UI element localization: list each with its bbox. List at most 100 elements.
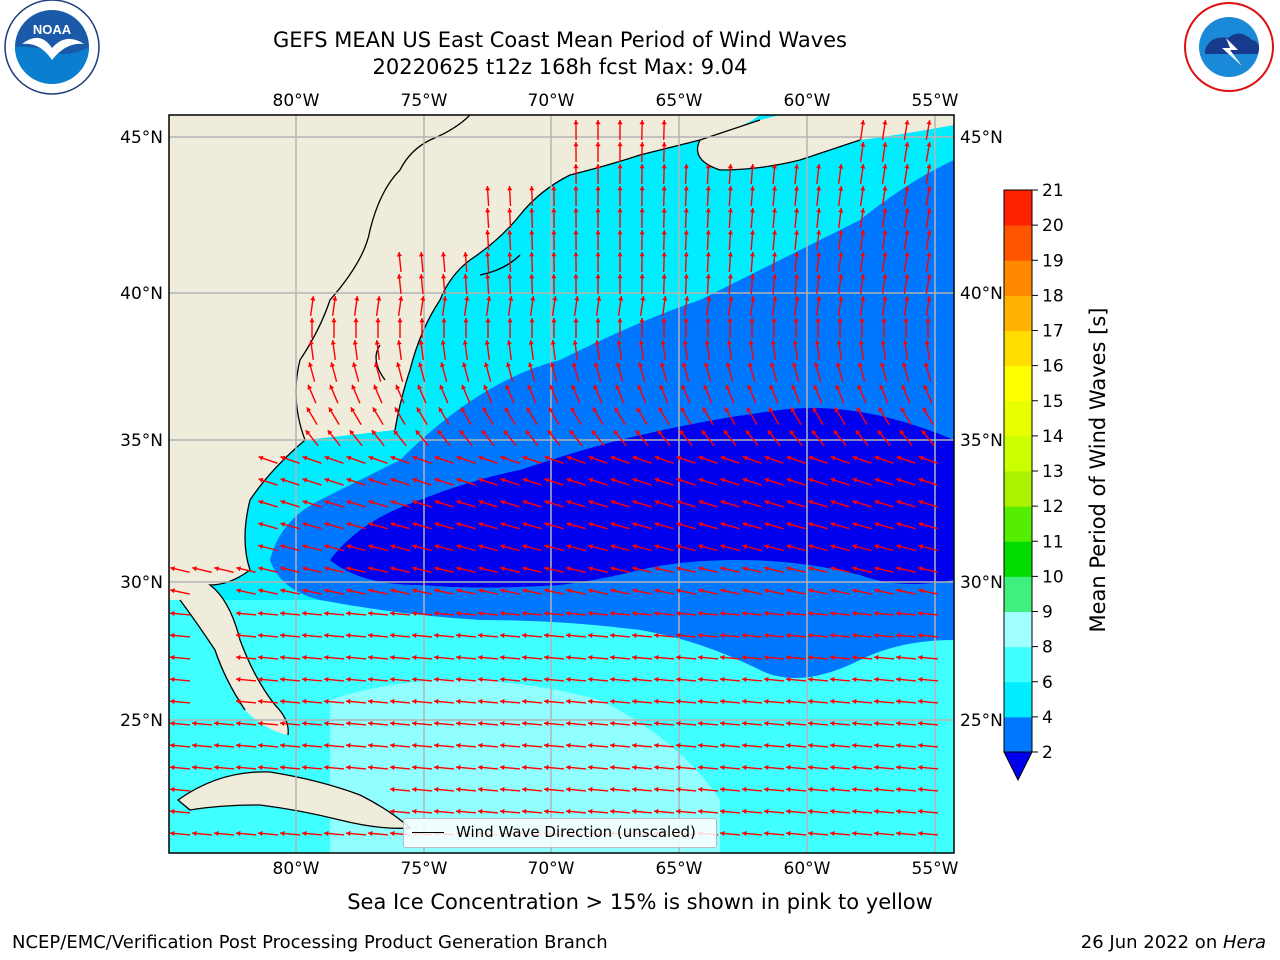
wind-arrow-head	[529, 230, 535, 235]
wind-arrow-head	[922, 407, 928, 413]
wind-arrow-head	[566, 676, 571, 683]
wind-arrow-head	[566, 522, 572, 527]
wind-arrow-head	[896, 522, 902, 527]
wind-arrow-head	[500, 808, 505, 815]
colorbar-tick-label: 10	[1042, 567, 1064, 587]
wind-arrow-head	[742, 742, 747, 749]
wind-arrow-head	[478, 522, 484, 527]
wind-arrow-head	[852, 830, 857, 837]
wind-arrow-head	[236, 588, 241, 594]
wind-arrow-head	[902, 362, 907, 368]
wind-arrow-head	[566, 654, 571, 661]
wind-arrow-head	[639, 252, 645, 257]
wind-arrow-head	[918, 610, 923, 617]
wind-arrow-head	[808, 830, 813, 837]
wind-arrow-head	[835, 384, 841, 390]
wind-arrow-head	[456, 544, 462, 550]
wind-arrow-head	[720, 499, 726, 505]
wind-arrow-head	[676, 676, 681, 683]
lat-labels-right: 45°N 40°N 35°N 30°N 25°N	[960, 128, 1003, 731]
lon-label-top: 65°W	[656, 91, 703, 111]
colorbar-tick-label: 11	[1042, 532, 1064, 552]
wind-arrow-head	[170, 742, 175, 749]
wind-arrow-head	[639, 208, 645, 213]
wind-arrow-head	[528, 362, 533, 368]
wind-arrow-head	[874, 676, 879, 683]
wind-arrow-head	[698, 455, 704, 461]
wind-arrow-head	[617, 230, 623, 235]
wind-arrow-head	[896, 742, 901, 749]
wind-arrow-head	[661, 252, 667, 257]
wind-arrow-head	[442, 296, 448, 301]
wind-arrow-head	[544, 676, 549, 683]
wind-arrow-head	[350, 407, 356, 413]
wind-arrow-head	[764, 698, 769, 705]
wind-arrow-head	[331, 318, 337, 323]
colorbar-segment	[1004, 646, 1032, 683]
wind-arrow-head	[170, 764, 175, 771]
wind-arrow-head	[632, 610, 637, 617]
wind-arrow-head	[808, 610, 813, 617]
wind-arrow-head	[610, 632, 615, 639]
wind-arrow-head	[544, 720, 549, 727]
wind-arrow-head	[440, 362, 445, 368]
wind-arrow-head	[683, 252, 689, 257]
colorbar-segment	[1004, 541, 1032, 577]
wind-arrow-head	[764, 654, 769, 661]
wind-arrow-head	[815, 318, 821, 323]
colorbar-tick-label: 13	[1042, 462, 1064, 482]
wind-arrow-head	[926, 208, 932, 213]
wind-arrow-head	[346, 610, 351, 617]
wind-arrow-head	[280, 632, 285, 639]
wind-arrow-head	[478, 455, 484, 461]
wind-arrow-head	[852, 698, 857, 705]
wind-arrow-head	[566, 499, 572, 505]
wind-arrow-head	[794, 296, 800, 301]
lat-label-right: 45°N	[960, 128, 1003, 148]
wind-arrow-head	[573, 230, 579, 235]
wind-arrow-head	[632, 477, 638, 483]
wind-arrow-head	[632, 808, 637, 815]
colorbar-tick-label: 9	[1042, 603, 1053, 623]
wind-arrow-head	[573, 274, 579, 279]
wind-arrow-head	[786, 742, 791, 749]
wind-arrow-head	[170, 786, 175, 793]
colorbar-tick-label: 6	[1042, 673, 1053, 693]
wind-arrow-head	[742, 632, 747, 639]
wind-arrow-head	[214, 720, 219, 727]
wind-arrow-head	[794, 274, 800, 279]
wind-arrow-head	[434, 786, 439, 793]
lon-label-bottom: 70°W	[528, 859, 575, 879]
wind-arrow-head	[302, 566, 307, 572]
wind-arrow-head	[483, 384, 489, 390]
wind-arrow-head	[923, 384, 929, 390]
wind-arrow-head	[434, 676, 439, 683]
wind-arrow-head	[698, 632, 703, 639]
wind-arrow-head	[661, 230, 667, 235]
wind-arrow-head	[351, 384, 357, 390]
wind-arrow-head	[412, 676, 417, 683]
wind-arrow-head	[522, 588, 527, 594]
wind-arrow-head	[720, 455, 726, 461]
wind-arrow-head	[790, 407, 796, 413]
lat-label-right: 40°N	[960, 284, 1003, 304]
wind-arrow-head	[702, 407, 708, 413]
wind-arrow-head	[676, 544, 682, 550]
wind-arrow-head	[742, 764, 747, 771]
wind-arrow-head	[727, 274, 733, 279]
wind-arrow-head	[434, 720, 439, 727]
wind-arrow-head	[390, 455, 396, 461]
wind-arrow-head	[720, 764, 725, 771]
wind-arrow-head	[860, 296, 866, 301]
wind-arrow-head	[346, 698, 351, 705]
wind-arrow-head	[376, 296, 382, 301]
lon-label-top: 55°W	[912, 91, 959, 111]
wind-arrow-head	[676, 455, 682, 461]
wind-arrow-head	[772, 208, 778, 213]
wind-arrow-head	[192, 742, 197, 749]
wind-arrow-head	[720, 588, 725, 594]
wind-arrow-head	[588, 522, 594, 527]
wind-arrow-head	[852, 676, 857, 683]
wind-arrow-head	[573, 120, 579, 125]
wind-arrow-head	[373, 384, 379, 390]
